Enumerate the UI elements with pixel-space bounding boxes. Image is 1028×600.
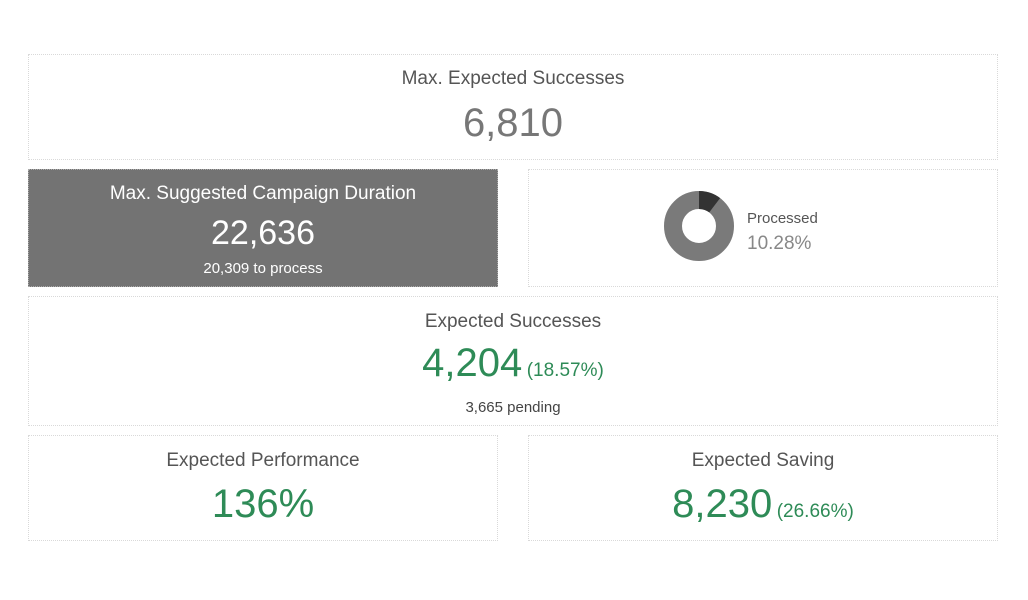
card-subtext: 20,309 to process — [203, 260, 323, 277]
card-title: Max. Suggested Campaign Duration — [109, 183, 417, 204]
card-value: 22,636 — [211, 214, 315, 252]
card-value: 8,230 — [672, 482, 773, 526]
expected-performance-card: Expected Performance 136% — [28, 435, 498, 541]
expected-successes-card: Expected Successes 4,204 (18.57%) 3,665 … — [28, 296, 998, 426]
card-title: Expected Successes — [424, 311, 602, 332]
card-value: 136% — [211, 482, 315, 526]
donut-processed-segment — [664, 191, 734, 261]
card-title: Expected Performance — [166, 450, 360, 471]
max-expected-successes-card: Max. Expected Successes 6,810 — [28, 54, 998, 160]
card-percent: (26.66%) — [776, 501, 854, 522]
card-subtext: 3,665 pending — [465, 399, 561, 416]
processed-card: Processed 10.28% — [528, 169, 998, 287]
card-title: Max. Expected Successes — [401, 68, 625, 89]
campaign-duration-card: Max. Suggested Campaign Duration 22,636 … — [28, 169, 498, 287]
expected-saving-card: Expected Saving 8,230 (26.66%) — [528, 435, 998, 541]
card-value: 4,204 — [422, 341, 523, 385]
processed-label: Processed — [747, 210, 818, 227]
card-percent: (18.57%) — [526, 360, 604, 381]
processed-donut-chart — [664, 191, 734, 261]
card-title: Expected Saving — [691, 450, 835, 471]
processed-value: 10.28% — [747, 233, 812, 254]
card-value: 6,810 — [462, 101, 564, 145]
